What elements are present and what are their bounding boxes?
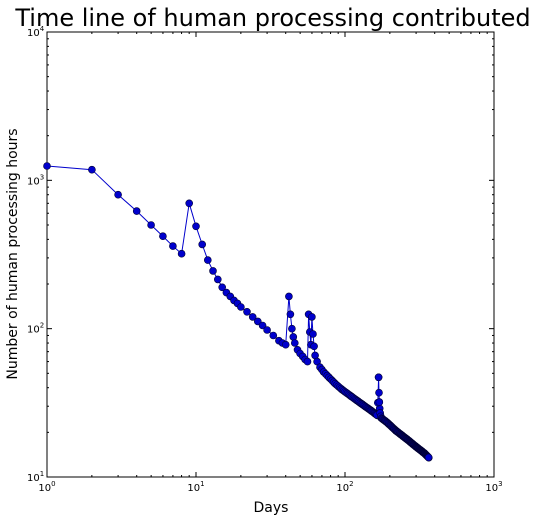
data-point [177,249,186,258]
data-point [192,222,200,231]
data-point [258,321,267,330]
data-point [198,240,206,249]
y-axis-label: Number of human processing hours [5,128,21,379]
y-tick-label: 103 [27,173,44,187]
data-point [248,313,257,321]
data-point [286,310,295,319]
data-point [374,373,383,382]
y-tick-label: 101 [27,470,44,484]
data-point [263,326,271,334]
data-point [243,307,251,316]
data-point [375,398,384,406]
data-point [114,190,122,199]
x-tick-label: 101 [187,480,204,494]
data-point [204,256,212,264]
data-point [159,232,167,240]
chart-title: Time line of human processing contribute… [14,4,530,32]
x-tick-label: 102 [336,480,353,494]
x-tick-label: 103 [485,480,502,494]
data-point [310,342,318,351]
x-tick-label: 100 [38,480,55,494]
axis-ticks [46,31,495,478]
data-point [147,221,155,229]
data-point [169,242,177,250]
data-point [43,162,51,170]
data-point [308,313,316,321]
data-point [303,357,312,366]
data-point [237,303,245,311]
data-point [88,165,96,174]
data-point [424,453,433,462]
data-point [185,199,193,208]
data-point [309,330,317,338]
data-point [375,388,383,397]
data-point [132,207,141,215]
y-tick-label: 102 [27,322,44,336]
data-point [218,283,226,292]
data-point [269,331,278,340]
y-tick-label: 104 [27,25,45,39]
x-axis-label: Days [254,500,289,516]
plot-frame [46,31,495,478]
data-point [253,317,262,326]
data-point [285,292,293,301]
data-point [209,267,217,275]
data-point [214,275,222,284]
data-point [288,324,296,333]
data-points [43,162,433,462]
data-point [290,339,299,347]
data-point [281,340,290,349]
